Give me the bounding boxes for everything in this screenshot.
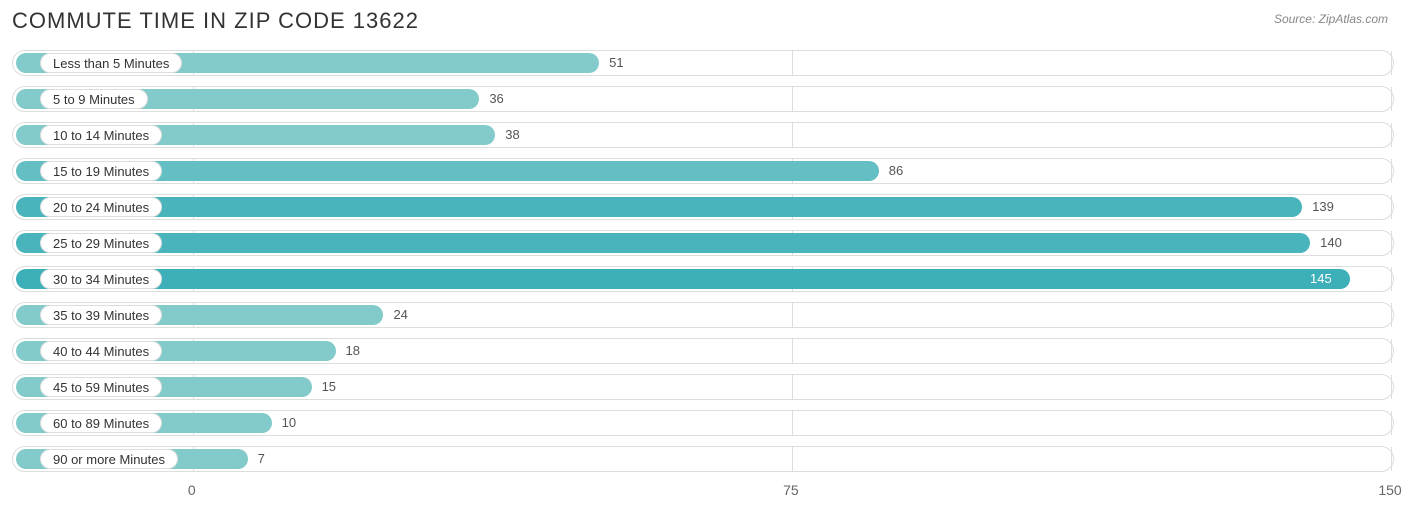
category-label-pill: 90 or more Minutes [40,449,178,469]
bar-row: 15 to 19 Minutes 86 [12,156,1394,186]
bar-row: 30 to 34 Minutes 145 [12,264,1394,294]
bar-row: Less than 5 Minutes 51 [12,48,1394,78]
bar-row: 45 to 59 Minutes 15 [12,372,1394,402]
bar-fill [16,197,1302,217]
grid-line [792,51,793,75]
bar-row: 20 to 24 Minutes 139 [12,192,1394,222]
grid-line [1391,339,1392,363]
value-label: 145 [1310,269,1332,289]
bar-row: 10 to 14 Minutes 38 [12,120,1394,150]
grid-line [792,375,793,399]
category-label-pill: 45 to 59 Minutes [40,377,162,397]
grid-line [1391,159,1392,183]
category-label-pill: 25 to 29 Minutes [40,233,162,253]
value-label: 139 [1312,197,1334,217]
grid-line [792,303,793,327]
grid-line [1391,123,1392,147]
x-axis-tick-label: 150 [1378,482,1401,498]
category-label-pill: Less than 5 Minutes [40,53,182,73]
bar-row: 90 or more Minutes 7 [12,444,1394,474]
bar-fill [16,233,1310,253]
chart-plot-area: Less than 5 Minutes 51 5 to 9 Minutes 36 10 … [12,48,1394,474]
category-label-pill: 15 to 19 Minutes [40,161,162,181]
source-attribution: Source: ZipAtlas.com [1274,8,1394,26]
x-axis-tick-label: 75 [783,482,799,498]
category-label-pill: 40 to 44 Minutes [40,341,162,361]
grid-line [1391,195,1392,219]
grid-line [792,87,793,111]
category-label-pill: 10 to 14 Minutes [40,125,162,145]
grid-line [792,411,793,435]
category-label-pill: 20 to 24 Minutes [40,197,162,217]
bar-row: 5 to 9 Minutes 36 [12,84,1394,114]
grid-line [1391,87,1392,111]
grid-line [792,123,793,147]
x-axis: 075150 [12,480,1394,504]
category-label-pill: 60 to 89 Minutes [40,413,162,433]
value-label: 24 [393,305,407,325]
grid-line [1391,267,1392,291]
bar-row: 40 to 44 Minutes 18 [12,336,1394,366]
grid-line [1391,447,1392,471]
value-label: 38 [505,125,519,145]
value-label: 10 [282,413,296,433]
value-label: 18 [346,341,360,361]
header: COMMUTE TIME IN ZIP CODE 13622 Source: Z… [12,8,1394,34]
grid-line [1391,375,1392,399]
value-label: 86 [889,161,903,181]
x-axis-tick-label: 0 [188,482,196,498]
grid-line [1391,231,1392,255]
grid-line [1391,411,1392,435]
value-label: 140 [1320,233,1342,253]
value-label: 36 [489,89,503,109]
category-label-pill: 30 to 34 Minutes [40,269,162,289]
value-label: 15 [322,377,336,397]
chart-title: COMMUTE TIME IN ZIP CODE 13622 [12,8,419,34]
category-label-pill: 5 to 9 Minutes [40,89,148,109]
bar-row: 60 to 89 Minutes 10 [12,408,1394,438]
grid-line [1391,303,1392,327]
category-label-pill: 35 to 39 Minutes [40,305,162,325]
grid-line [1391,51,1392,75]
grid-line [792,447,793,471]
bar-row: 35 to 39 Minutes 24 [12,300,1394,330]
value-label: 7 [258,449,265,469]
bar-fill [16,269,1350,289]
chart-container: COMMUTE TIME IN ZIP CODE 13622 Source: Z… [0,0,1406,523]
value-label: 51 [609,53,623,73]
bar-row: 25 to 29 Minutes 140 [12,228,1394,258]
grid-line [792,339,793,363]
